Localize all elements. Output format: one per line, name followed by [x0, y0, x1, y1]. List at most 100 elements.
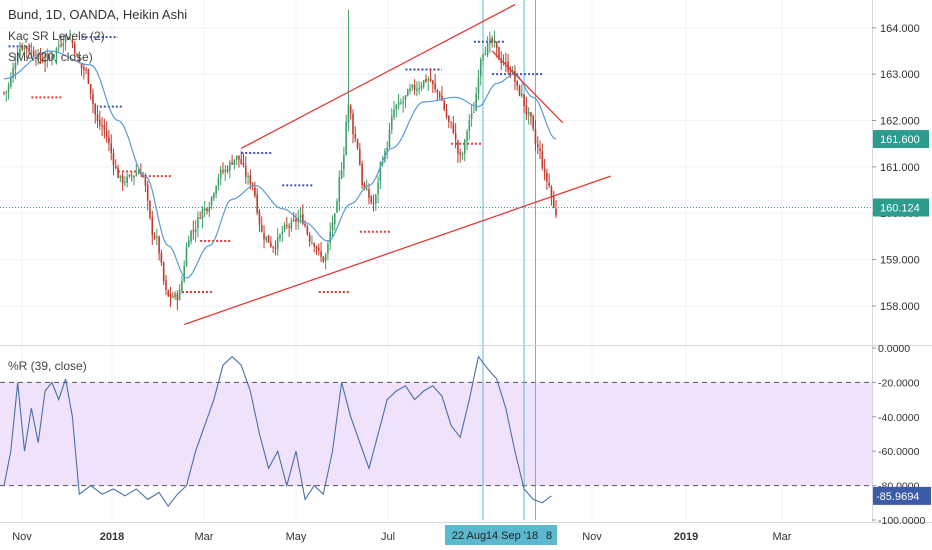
- candle-body: [388, 129, 391, 148]
- candle-body: [463, 140, 466, 154]
- candle-body: [51, 57, 53, 59]
- candle-body: [345, 121, 347, 155]
- candle-body: [295, 219, 297, 222]
- candle-body: [375, 194, 377, 204]
- time-tick-label: Mar: [195, 531, 214, 543]
- time-tick-label: Jul: [381, 531, 395, 543]
- candle-body: [28, 47, 30, 52]
- candle-body: [158, 236, 160, 254]
- candle-body: [534, 129, 537, 144]
- candle-body: [183, 266, 185, 281]
- candle-body: [363, 183, 366, 189]
- candle-body: [169, 294, 172, 298]
- candle-body: [247, 176, 249, 178]
- candle-body: [520, 93, 523, 97]
- candle-body: [153, 235, 156, 239]
- candle-body: [473, 111, 475, 113]
- sr-levels-legend: Kaç SR Levels (2): [8, 29, 105, 43]
- price-label-text: 161.600: [880, 134, 920, 146]
- candle-body: [197, 217, 199, 229]
- candle-body: [395, 104, 398, 110]
- candle-body: [41, 60, 44, 62]
- candle-body: [174, 293, 176, 298]
- candle-body: [450, 121, 452, 123]
- candle-body: [149, 200, 151, 218]
- candle-body: [231, 162, 233, 165]
- candle-body: [46, 56, 49, 62]
- candle-body: [69, 38, 71, 40]
- sma-layer: [3, 50, 557, 279]
- time-tick-label: May: [286, 531, 307, 543]
- candle-body: [80, 62, 83, 69]
- candle-body: [306, 226, 309, 235]
- candle-body: [94, 104, 97, 115]
- candle-body: [99, 119, 101, 126]
- candle-body: [468, 120, 471, 131]
- price-tick-label: 162.000: [880, 116, 920, 128]
- axes: [0, 0, 932, 523]
- candle-body: [222, 170, 224, 172]
- candle-body: [57, 45, 60, 47]
- candle-body: [329, 231, 331, 243]
- candle-body: [235, 155, 238, 160]
- candle-body: [244, 165, 247, 177]
- candle-body: [443, 100, 446, 110]
- trendline: [183, 175, 611, 326]
- candle-body: [379, 162, 382, 182]
- candle-body: [78, 55, 81, 63]
- wr-band-layer: [0, 381, 872, 487]
- candle-body: [165, 280, 167, 290]
- candle-body: [240, 159, 243, 164]
- price-tick-label: 163.000: [880, 69, 920, 81]
- candle-body: [10, 77, 12, 87]
- candle-body: [108, 137, 110, 144]
- candle-body: [493, 40, 496, 42]
- wr-tick-label: 0.0000: [878, 343, 910, 355]
- candle-body: [356, 139, 359, 149]
- candle-body: [128, 174, 131, 177]
- sma-line: [3, 50, 557, 279]
- candle-body: [64, 36, 67, 43]
- candle-body: [226, 169, 229, 172]
- candle-body: [470, 112, 473, 119]
- price-label-box: [873, 130, 929, 149]
- candle-body: [14, 63, 17, 70]
- candle-body: [101, 124, 103, 127]
- candle-body: [144, 175, 147, 186]
- axis-labels: 158.000159.000160.000161.000162.000163.0…: [12, 23, 931, 545]
- highlight-date-label: 8: [546, 530, 552, 542]
- candle-body: [349, 106, 352, 114]
- candle-body: [290, 221, 293, 229]
- candle-body: [536, 144, 539, 148]
- candle-body: [539, 148, 541, 152]
- candle-body: [192, 230, 195, 232]
- candle-body: [422, 80, 425, 87]
- candle-body: [7, 85, 10, 92]
- trendline: [240, 4, 516, 149]
- highlight-date-label: 22 Aug: [452, 530, 486, 542]
- wr-layer: [3, 355, 552, 508]
- candle-body: [377, 182, 379, 194]
- candle-body: [288, 226, 290, 228]
- candle-body: [137, 172, 140, 174]
- candle-body: [233, 159, 236, 165]
- candle-body: [416, 89, 418, 92]
- candle-body: [256, 194, 258, 213]
- candle-body: [26, 46, 28, 49]
- price-tick-label: 164.000: [880, 23, 920, 35]
- candle-body: [258, 211, 261, 225]
- candle-body: [406, 89, 409, 97]
- candle-body: [482, 54, 484, 61]
- candle-body: [429, 77, 432, 82]
- candle-body: [110, 143, 113, 153]
- price-tick-label: 159.000: [880, 255, 920, 267]
- candle-body: [445, 109, 448, 118]
- candle-body: [167, 290, 170, 296]
- candles[interactable]: [3, 9, 557, 311]
- symbol-title: Bund, 1D, OANDA, Heikin Ashi: [8, 7, 187, 22]
- candle-body: [525, 105, 528, 115]
- candle-body: [386, 147, 389, 152]
- candle-body: [62, 43, 65, 46]
- trendlines[interactable]: [183, 4, 611, 326]
